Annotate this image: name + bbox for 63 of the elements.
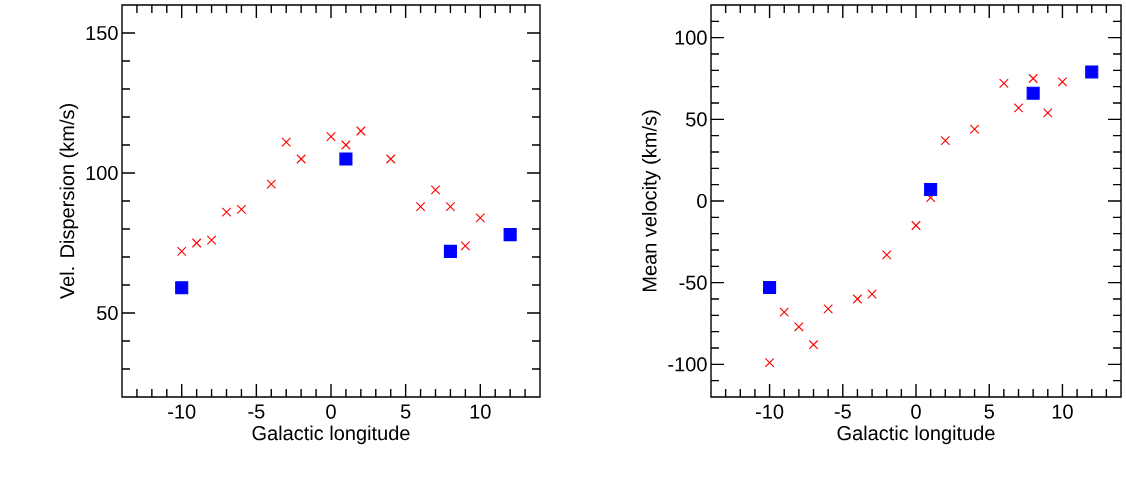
point xyxy=(206,235,217,245)
point xyxy=(176,246,187,257)
x-tick-label: 5 xyxy=(400,404,411,419)
x-tick-label: -5 xyxy=(248,404,265,419)
point xyxy=(1043,108,1053,118)
point xyxy=(221,207,232,217)
y-axis-title: Vel. Dispersion (km/s) xyxy=(59,104,79,300)
point xyxy=(385,154,396,164)
point xyxy=(339,152,353,166)
point xyxy=(175,281,189,295)
y-tick-label: 0 xyxy=(697,193,707,209)
point xyxy=(296,154,306,164)
y-tick-label: 50 xyxy=(97,305,118,321)
point xyxy=(236,204,247,215)
x-axis-title: Galactic longitude xyxy=(837,425,995,445)
point xyxy=(808,339,819,350)
point xyxy=(763,281,777,295)
y-tick-label: 100 xyxy=(675,30,707,45)
y-axis-title: Mean velocity (km/s) xyxy=(641,110,661,292)
x-tick-label: 5 xyxy=(984,404,994,419)
x-tick-label: 0 xyxy=(911,404,921,419)
x-axis-title: Galactic longitude xyxy=(252,425,410,445)
point xyxy=(940,135,951,146)
point xyxy=(281,137,292,147)
point xyxy=(794,321,804,332)
point xyxy=(191,238,202,248)
point xyxy=(503,228,517,242)
x-tick-label: -10 xyxy=(756,404,784,419)
x-tick-label: 0 xyxy=(326,404,336,419)
point xyxy=(924,183,938,197)
point xyxy=(460,241,471,251)
point xyxy=(881,250,892,260)
point xyxy=(779,307,790,317)
point xyxy=(430,185,441,195)
point xyxy=(867,289,877,299)
point xyxy=(266,179,277,189)
point xyxy=(475,213,486,223)
x-tick-label: 10 xyxy=(470,404,491,419)
point xyxy=(415,201,426,212)
point xyxy=(356,126,366,136)
point xyxy=(823,304,833,314)
point xyxy=(326,131,336,142)
point xyxy=(341,140,351,150)
point xyxy=(999,78,1009,89)
point xyxy=(969,124,980,134)
point xyxy=(1085,65,1099,79)
x-tick-label: -10 xyxy=(168,404,196,419)
y-tick-label: -100 xyxy=(668,357,707,372)
y-tick-label: -50 xyxy=(679,275,707,290)
y-tick-label: 50 xyxy=(686,112,707,127)
x-tick-label: -5 xyxy=(834,404,851,419)
y-tick-label: 150 xyxy=(86,25,118,41)
x-tick-label: 10 xyxy=(1052,404,1073,419)
point xyxy=(1057,76,1068,87)
point xyxy=(764,357,775,368)
point xyxy=(1028,73,1038,84)
point xyxy=(443,244,457,258)
point xyxy=(1026,86,1040,100)
y-tick-label: 100 xyxy=(86,165,118,181)
point xyxy=(445,201,456,212)
point xyxy=(852,294,863,304)
point xyxy=(1013,103,1024,113)
point xyxy=(911,220,921,231)
